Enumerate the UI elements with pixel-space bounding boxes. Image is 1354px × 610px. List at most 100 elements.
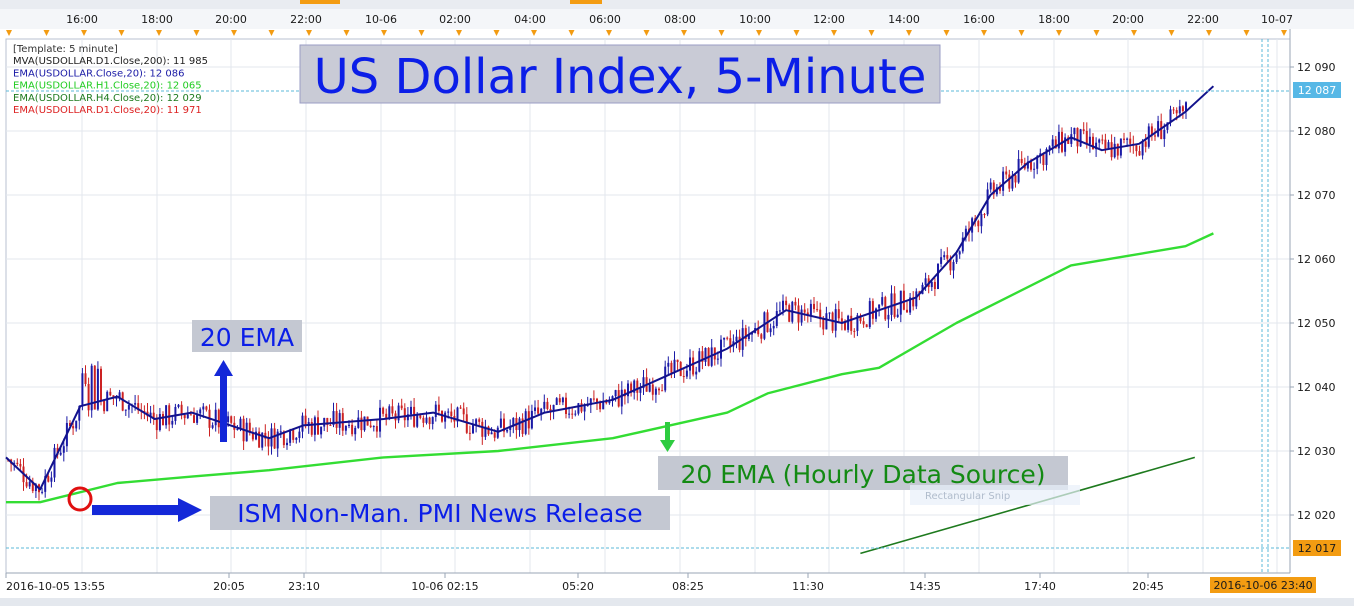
candle-body (493, 432, 496, 438)
ism-arrow-shaft (92, 505, 180, 515)
price-axis (1290, 29, 1354, 573)
bar-marker (81, 30, 87, 36)
candle-body (806, 312, 809, 316)
candle-body (372, 426, 375, 428)
candle-body (13, 462, 16, 464)
ema-hourly-label: 20 EMA (Hourly Data Source) (680, 460, 1045, 489)
horizontal-scrollbar[interactable] (0, 598, 1354, 606)
candle-body (720, 339, 722, 359)
candle-body (447, 411, 450, 413)
plot-area[interactable] (5, 38, 1291, 574)
price-axis-label: 12 040 (1297, 381, 1336, 394)
candle-body (986, 189, 989, 215)
current-price-badge (1293, 82, 1341, 98)
candle-body (565, 397, 567, 414)
candle-body (428, 417, 431, 425)
candle-body (723, 337, 726, 340)
top-axis-label: 12:00 (813, 13, 845, 26)
candle-body (1011, 175, 1014, 189)
candle-body (121, 392, 124, 411)
candle-body (1160, 121, 1163, 140)
top-axis-label: 06:00 (589, 13, 621, 26)
bar-marker (343, 30, 350, 36)
ema-hourly-arrow-head (660, 440, 675, 452)
candle-body (614, 390, 617, 397)
candle-body (1092, 136, 1094, 150)
candle-body (1144, 141, 1147, 147)
candle-body (1036, 156, 1039, 169)
candle-body (69, 422, 71, 427)
scroll-tab-1[interactable] (300, 0, 340, 4)
bar-marker (268, 30, 275, 36)
candle-body (363, 416, 366, 431)
candle-body (627, 383, 629, 397)
candle-body (546, 401, 549, 409)
candle-body (205, 406, 208, 410)
candle-body (623, 389, 626, 397)
bottom-axis-label: 11:30 (792, 580, 824, 593)
candle-body (822, 319, 825, 330)
candle-body (512, 417, 515, 427)
candle-body (1051, 139, 1054, 147)
candle-body (673, 359, 676, 373)
candle-body (611, 396, 614, 402)
candle-body (1067, 137, 1070, 144)
candle-body (1101, 139, 1104, 141)
candle-body (943, 255, 946, 258)
candle-body (651, 384, 654, 395)
scroll-tab-2[interactable] (570, 0, 602, 4)
top-axis-label: 10-06 (365, 13, 397, 26)
candle-body (555, 398, 558, 405)
candle-body (149, 412, 152, 417)
candle-body (199, 409, 202, 414)
candle-body (924, 278, 927, 285)
bottom-axis-label: 23:10 (288, 580, 320, 593)
bar-marker (306, 30, 312, 36)
top-strip (0, 0, 1354, 9)
candle-body (952, 261, 955, 271)
price-axis-label: 12 020 (1297, 509, 1336, 522)
candle-body (946, 255, 949, 259)
bottom-price-badge-text: 12 017 (1298, 542, 1337, 555)
top-axis-label: 14:00 (888, 13, 920, 26)
candle-body (534, 407, 536, 411)
candle-body (344, 425, 347, 431)
candle-body (589, 398, 592, 406)
bar-marker (418, 30, 425, 36)
price-axis-label: 12 090 (1297, 61, 1336, 74)
candle-body (586, 405, 589, 407)
candle-body (1076, 127, 1079, 147)
candle-body (317, 417, 319, 435)
candle-body (896, 314, 899, 317)
candle-body (155, 418, 158, 431)
candle-body (1005, 171, 1008, 175)
bar-marker (1056, 30, 1062, 36)
candle-body (81, 373, 84, 407)
bar-marker (868, 30, 875, 36)
ism-label: ISM Non-Man. PMI News Release (237, 499, 642, 528)
candle-body (964, 228, 967, 238)
candle-body (25, 482, 28, 487)
candle-body (844, 321, 846, 330)
candle-body (137, 403, 140, 411)
top-axis-label: 18:00 (1038, 13, 1070, 26)
candle-body (100, 368, 102, 402)
ema-h4-line (860, 456, 1196, 555)
candle-body (413, 406, 416, 427)
candle-body (369, 425, 372, 428)
bar-marker (118, 30, 125, 36)
candle-body (487, 426, 490, 435)
candle-body (862, 321, 865, 325)
candle-body (775, 311, 778, 326)
candle-body (1020, 158, 1023, 164)
candle-body (385, 413, 388, 419)
candle-body (174, 406, 177, 421)
candle-body (59, 452, 62, 455)
candle-body (75, 420, 78, 429)
candle-body (689, 357, 691, 371)
bottom-axis-label: 17:40 (1024, 580, 1056, 593)
candle-body (803, 309, 806, 313)
candle-body (881, 297, 884, 305)
candle-body (1033, 168, 1036, 170)
